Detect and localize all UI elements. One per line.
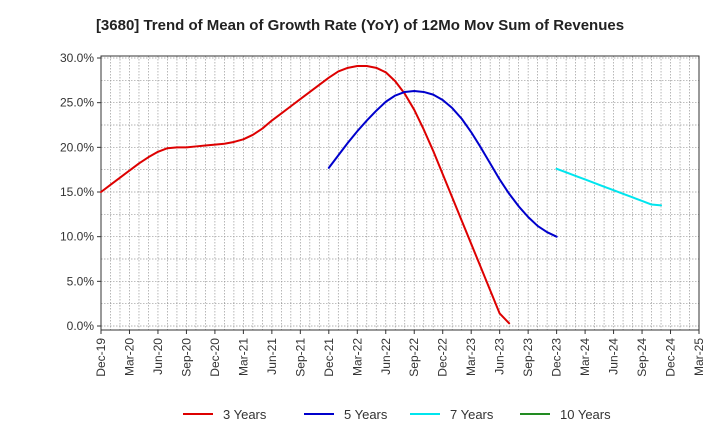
y-tick-label: 0.0% <box>67 319 95 333</box>
x-tick-label: Dec-22 <box>436 338 450 377</box>
y-axis: 0.0% 5.0% 10.0% 15.0% 20.0% 25.0% 30.0% <box>60 51 101 333</box>
x-axis: Dec-19 Mar-20 Jun-20 Sep-20 Dec-20 Mar-21 Jun-… <box>94 330 706 377</box>
x-tick-label: Mar-20 <box>122 338 136 376</box>
x-tick-label: Sep-23 <box>521 338 535 377</box>
y-tick-label: 30.0% <box>60 51 94 65</box>
x-tick-label: Jun-22 <box>379 338 393 375</box>
legend: 3 Years 5 Years 7 Years 10 Years <box>183 407 611 422</box>
y-tick-label: 10.0% <box>60 230 94 244</box>
x-tick-label: Dec-21 <box>322 338 336 377</box>
x-tick-label: Mar-21 <box>236 338 250 376</box>
y-tick-label: 5.0% <box>67 274 95 288</box>
y-tick-label: 15.0% <box>60 185 94 199</box>
x-tick-label: Jun-20 <box>151 338 165 375</box>
x-tick-label: Mar-23 <box>464 338 478 376</box>
legend-label-5-years: 5 Years <box>344 407 388 422</box>
grid <box>101 56 699 330</box>
x-tick-label: Dec-20 <box>208 338 222 377</box>
legend-label-10-years: 10 Years <box>560 407 611 422</box>
x-tick-label: Jun-23 <box>493 338 507 375</box>
x-tick-label: Sep-24 <box>635 338 649 377</box>
x-tick-label: Mar-24 <box>578 338 592 376</box>
x-tick-label: Dec-24 <box>664 338 678 377</box>
series-group <box>100 65 663 325</box>
series-line-5-years <box>327 90 558 238</box>
legend-label-7-years: 7 Years <box>450 407 494 422</box>
x-tick-label: Mar-25 <box>692 338 706 376</box>
x-tick-label: Sep-20 <box>179 338 193 377</box>
y-tick-label: 25.0% <box>60 96 94 110</box>
x-tick-label: Dec-19 <box>94 338 108 377</box>
x-tick-label: Mar-22 <box>350 338 364 376</box>
plot-frame <box>100 55 700 331</box>
series-line-7-years <box>555 167 663 207</box>
x-tick-label: Sep-21 <box>293 338 307 377</box>
legend-label-3-years: 3 Years <box>223 407 267 422</box>
x-tick-label: Dec-23 <box>550 338 564 377</box>
series-line-3-years <box>100 65 511 325</box>
chart-title: [3680] Trend of Mean of Growth Rate (YoY… <box>96 17 624 34</box>
y-tick-label: 20.0% <box>60 140 94 154</box>
x-tick-label: Jun-21 <box>265 338 279 375</box>
x-tick-label: Sep-22 <box>407 338 421 377</box>
x-tick-label: Jun-24 <box>607 338 621 375</box>
